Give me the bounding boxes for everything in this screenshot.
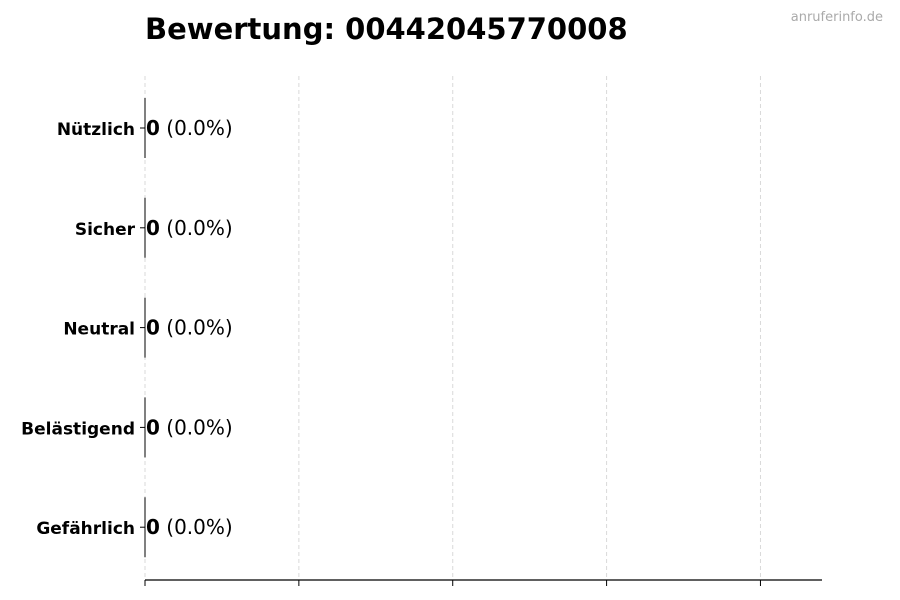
data-label-percent: (0.0%) — [160, 316, 233, 340]
data-label-count: 0 — [146, 515, 160, 539]
y-tick-label: Belästigend — [21, 419, 135, 439]
data-label: 0 (0.0%) — [146, 316, 233, 340]
data-label: 0 (0.0%) — [146, 515, 233, 539]
data-label-percent: (0.0%) — [160, 216, 233, 240]
chart-title: Bewertung: 00442045770008 — [145, 12, 628, 46]
data-label-count: 0 — [146, 415, 160, 439]
y-tick-label: Gefährlich — [36, 519, 135, 539]
data-label-percent: (0.0%) — [160, 415, 233, 439]
data-label-percent: (0.0%) — [160, 515, 233, 539]
data-label: 0 (0.0%) — [146, 216, 233, 240]
data-label: 0 (0.0%) — [146, 415, 233, 439]
data-label-count: 0 — [146, 116, 160, 140]
watermark: anruferinfo.de — [790, 10, 883, 25]
y-tick-label: Nützlich — [57, 120, 135, 140]
data-label-count: 0 — [146, 316, 160, 340]
data-label: 0 (0.0%) — [146, 116, 233, 140]
y-tick-label: Neutral — [63, 320, 135, 340]
data-label-count: 0 — [146, 216, 160, 240]
y-tick-label: Sicher — [75, 220, 136, 240]
data-label-percent: (0.0%) — [160, 116, 233, 140]
